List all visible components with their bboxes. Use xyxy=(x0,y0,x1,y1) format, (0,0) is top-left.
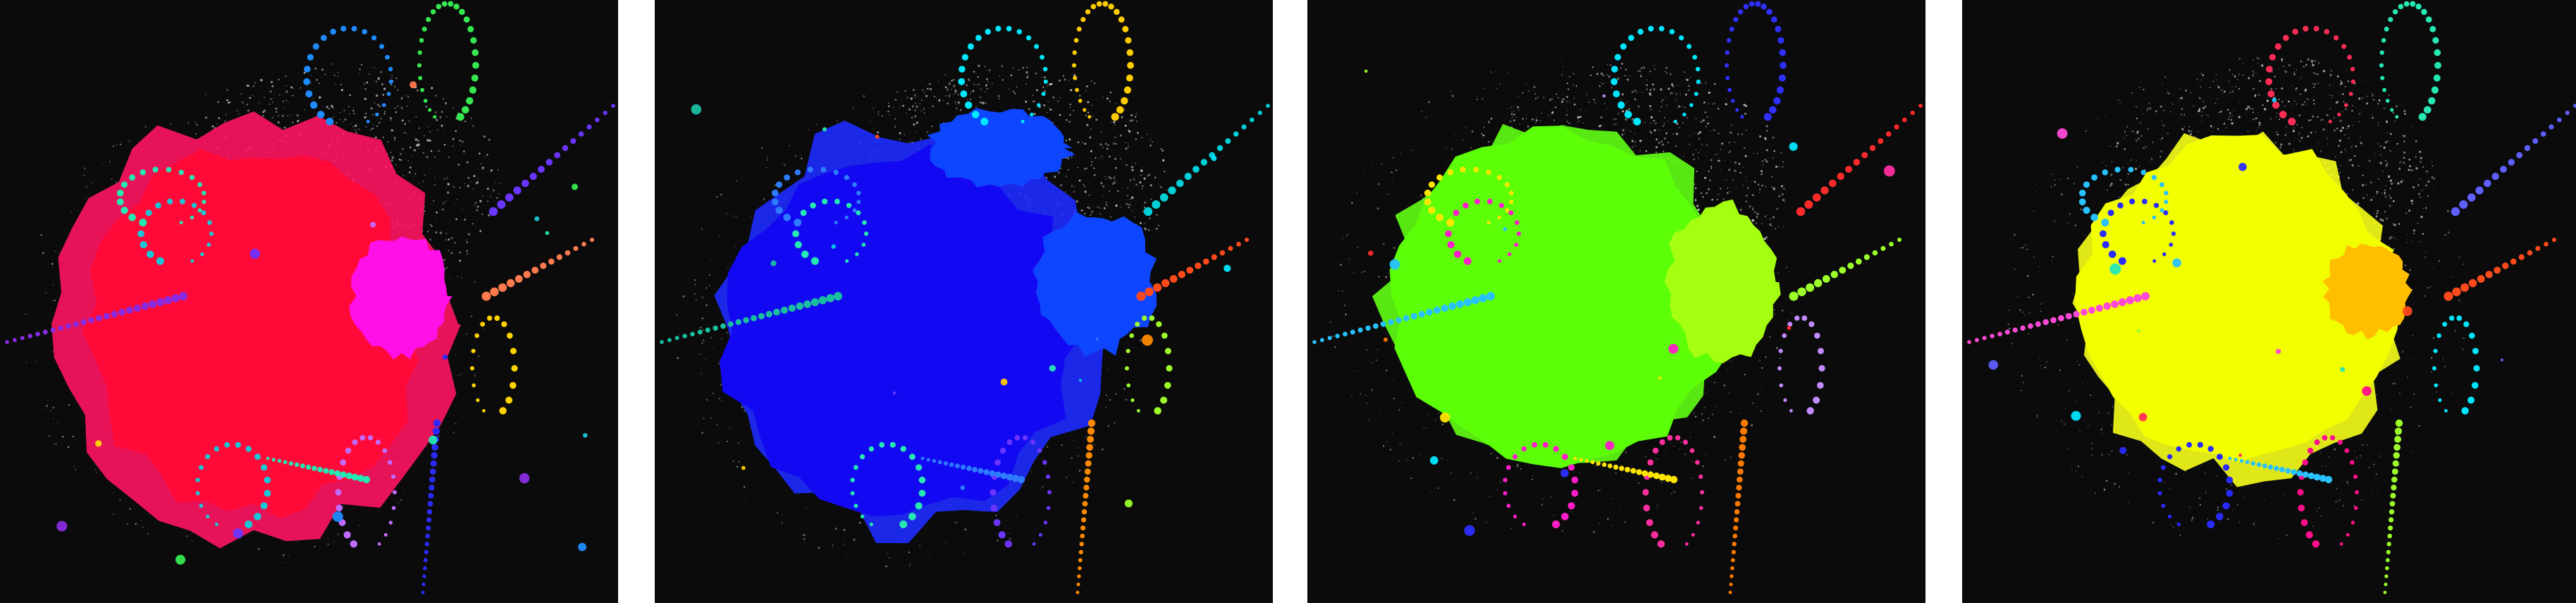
trajectory-trail xyxy=(1143,104,1270,217)
cluster-panel-4 xyxy=(1962,0,2576,603)
trajectory-trail xyxy=(1136,238,1249,301)
secondary-cluster xyxy=(1033,212,1157,358)
secondary-cluster xyxy=(349,236,452,360)
trajectory-trail xyxy=(958,25,1048,126)
trajectory-trail xyxy=(771,166,861,227)
secondary-cluster xyxy=(1664,199,1781,363)
main-cluster xyxy=(1389,126,1732,468)
trajectory-trail xyxy=(417,1,479,121)
cluster-canvas-1 xyxy=(0,0,618,603)
trajectory-trail xyxy=(920,456,1025,484)
trajectory-trail xyxy=(1573,456,1678,484)
trajectory-trail xyxy=(2432,315,2480,415)
trajectory-trail xyxy=(1724,1,1787,121)
trajectory-trail xyxy=(850,441,926,528)
trajectory-trail xyxy=(1125,315,1173,415)
trajectory-trail xyxy=(1728,419,1749,595)
main-cluster xyxy=(2075,135,2401,463)
trajectory-trail xyxy=(116,166,207,227)
main-cluster xyxy=(720,144,1085,517)
trajectory-trail xyxy=(470,315,518,415)
trajectory-trail xyxy=(1967,292,2150,344)
isolated-points xyxy=(1988,97,2503,457)
trajectory-trail xyxy=(421,419,441,595)
trajectory-trail xyxy=(137,198,214,265)
cluster-canvas-4 xyxy=(1962,0,2576,603)
trajectory-trail xyxy=(335,434,397,548)
cluster-panel-1 xyxy=(0,0,618,603)
trajectory-trail xyxy=(1076,419,1096,595)
cluster-panel-2 xyxy=(655,0,1273,603)
trajectory-trail xyxy=(1312,292,1495,344)
trajectory-trail xyxy=(303,25,393,126)
trajectory-trail xyxy=(792,198,869,265)
cluster-canvas-3 xyxy=(1307,0,1925,603)
secondary-cluster xyxy=(2322,243,2413,340)
trajectory-trail xyxy=(2383,419,2403,595)
trajectory-trail xyxy=(1777,315,1825,415)
trajectory-trail xyxy=(660,292,842,344)
trajectory-trail xyxy=(1424,166,1514,227)
main-cluster xyxy=(82,149,419,519)
trajectory-trail xyxy=(2228,456,2333,484)
trajectory-trail xyxy=(2078,166,2169,227)
isolated-points xyxy=(56,81,588,565)
trajectory-trail xyxy=(266,456,371,484)
isolated-points xyxy=(1364,69,1895,536)
trajectory-trail xyxy=(990,434,1052,548)
trajectory-trail xyxy=(481,238,594,301)
trajectory-trail xyxy=(1789,238,1902,301)
trajectory-trail xyxy=(2451,104,2576,217)
trajectory-trail xyxy=(1610,25,1701,126)
trajectory-trail xyxy=(2443,238,2556,301)
isolated-points xyxy=(691,104,1231,508)
trajectory-trail xyxy=(2157,441,2233,528)
trajectory-trail xyxy=(1796,104,1923,217)
cluster-panel-3 xyxy=(1307,0,1925,603)
trajectory-trail xyxy=(488,104,615,217)
trajectory-trail xyxy=(2297,434,2359,548)
trajectory-trail xyxy=(5,292,187,344)
trajectory-trail xyxy=(195,441,271,528)
trajectory-trail xyxy=(2379,1,2441,121)
upper-cluster xyxy=(927,108,1076,188)
trajectory-trail xyxy=(2265,25,2355,126)
trajectory-trail xyxy=(1503,441,1579,528)
trajectory-trail xyxy=(1071,1,1134,121)
cluster-canvas-2 xyxy=(655,0,1273,603)
